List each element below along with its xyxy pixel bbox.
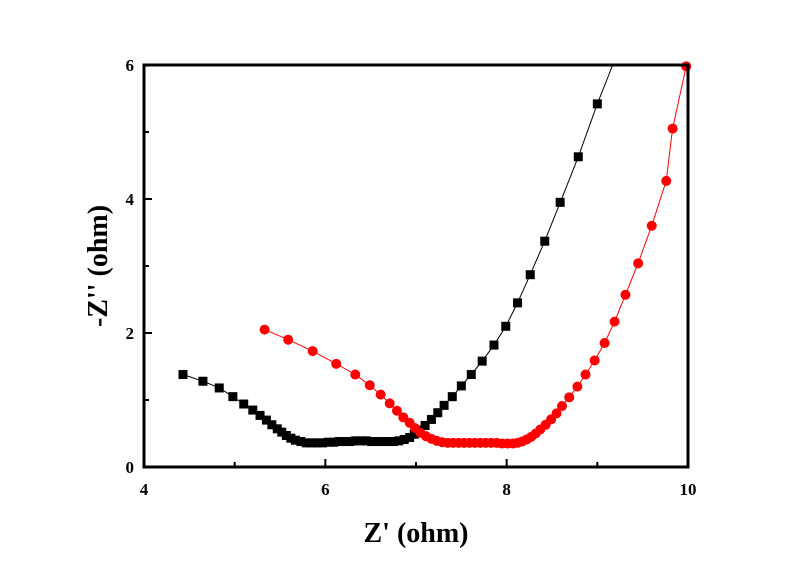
data-point-circle xyxy=(307,346,318,357)
x-tick-label: 4 xyxy=(140,480,149,499)
data-point-square xyxy=(447,392,457,402)
data-point-circle xyxy=(551,408,562,419)
data-point-square xyxy=(350,436,360,446)
data-point-circle xyxy=(384,398,395,409)
data-point-circle xyxy=(661,175,672,186)
data-point-circle xyxy=(331,358,342,369)
data-point-square xyxy=(307,438,317,448)
data-point-circle xyxy=(350,369,361,380)
data-point-square xyxy=(540,236,550,246)
data-point-circle xyxy=(646,220,657,231)
x-tick-label: 6 xyxy=(321,480,330,499)
y-tick-label: 4 xyxy=(126,190,135,209)
y-tick-label: 2 xyxy=(126,324,135,343)
data-point-square xyxy=(356,436,366,446)
data-point-square xyxy=(501,321,511,331)
data-point-square xyxy=(367,437,377,447)
data-point-square xyxy=(239,399,249,409)
series-line xyxy=(182,64,614,444)
data-point-square xyxy=(555,197,565,207)
data-point-square xyxy=(399,435,409,445)
x-axis-title: Z' (ohm) xyxy=(364,518,469,549)
x-tick-label: 10 xyxy=(680,480,697,499)
data-point-square xyxy=(281,431,291,441)
axis-ticks: 4 6 8 10 0 2 4 6 xyxy=(126,56,697,499)
data-point-circle xyxy=(283,334,294,345)
data-point-circle xyxy=(572,381,583,392)
data-point-square xyxy=(405,433,415,443)
data-point-square xyxy=(318,438,328,448)
data-point-square xyxy=(267,420,277,430)
y-tick-label: 6 xyxy=(126,56,135,75)
y-axis-title: -Z'' (ohm) xyxy=(83,205,114,327)
data-point-square xyxy=(272,424,282,434)
data-point-circle xyxy=(556,401,567,412)
data-point-circle xyxy=(667,123,678,134)
data-point-square xyxy=(388,437,398,447)
data-point-square xyxy=(261,415,271,425)
series-black-squares xyxy=(178,64,614,448)
data-point-square xyxy=(277,427,287,437)
data-point-square xyxy=(178,370,188,380)
data-point-square xyxy=(513,298,523,308)
data-point-square xyxy=(420,420,430,430)
series-line xyxy=(264,66,687,445)
data-point-square xyxy=(228,392,238,402)
data-point-square xyxy=(296,437,306,447)
data-point-square xyxy=(312,438,322,448)
data-point-square xyxy=(426,414,436,424)
data-point-square xyxy=(334,437,344,447)
y-tick-label: 0 xyxy=(126,458,135,477)
data-point-circle xyxy=(599,338,610,349)
series-red-circles xyxy=(259,61,692,449)
data-point-circle xyxy=(609,316,620,327)
data-point-circle xyxy=(391,405,402,416)
data-point-square xyxy=(573,152,583,162)
data-point-square xyxy=(248,405,258,415)
data-point-square xyxy=(328,437,338,447)
data-point-square xyxy=(361,436,371,446)
data-point-square xyxy=(255,410,265,420)
data-point-circle xyxy=(633,258,644,269)
x-tick-label: 8 xyxy=(502,480,511,499)
data-point-square xyxy=(301,438,311,448)
data-point-square xyxy=(198,376,208,386)
data-point-square xyxy=(439,400,449,410)
data-point-square xyxy=(339,437,349,447)
data-point-circle xyxy=(375,389,386,400)
series-layer xyxy=(178,61,692,449)
plot-frame xyxy=(142,63,690,469)
data-point-square xyxy=(290,435,300,445)
data-point-circle xyxy=(580,369,591,380)
data-point-square xyxy=(372,437,382,447)
data-point-square xyxy=(345,437,355,447)
data-point-square xyxy=(477,356,487,366)
data-point-square xyxy=(383,437,393,447)
data-point-square xyxy=(456,381,466,391)
data-point-square xyxy=(489,340,499,350)
data-point-square xyxy=(466,370,476,380)
data-point-square xyxy=(286,433,296,443)
data-point-square xyxy=(394,436,404,446)
data-point-circle xyxy=(364,380,375,391)
data-point-square xyxy=(433,408,443,418)
data-point-circle xyxy=(564,392,575,403)
data-point-circle xyxy=(589,355,600,366)
data-point-square xyxy=(409,429,419,439)
data-point-square xyxy=(377,437,387,447)
data-point-square xyxy=(525,270,535,280)
data-point-circle xyxy=(259,324,270,335)
data-point-square xyxy=(323,437,333,447)
data-point-square xyxy=(214,383,224,393)
data-point-circle xyxy=(620,289,631,300)
data-point-square xyxy=(592,99,602,109)
